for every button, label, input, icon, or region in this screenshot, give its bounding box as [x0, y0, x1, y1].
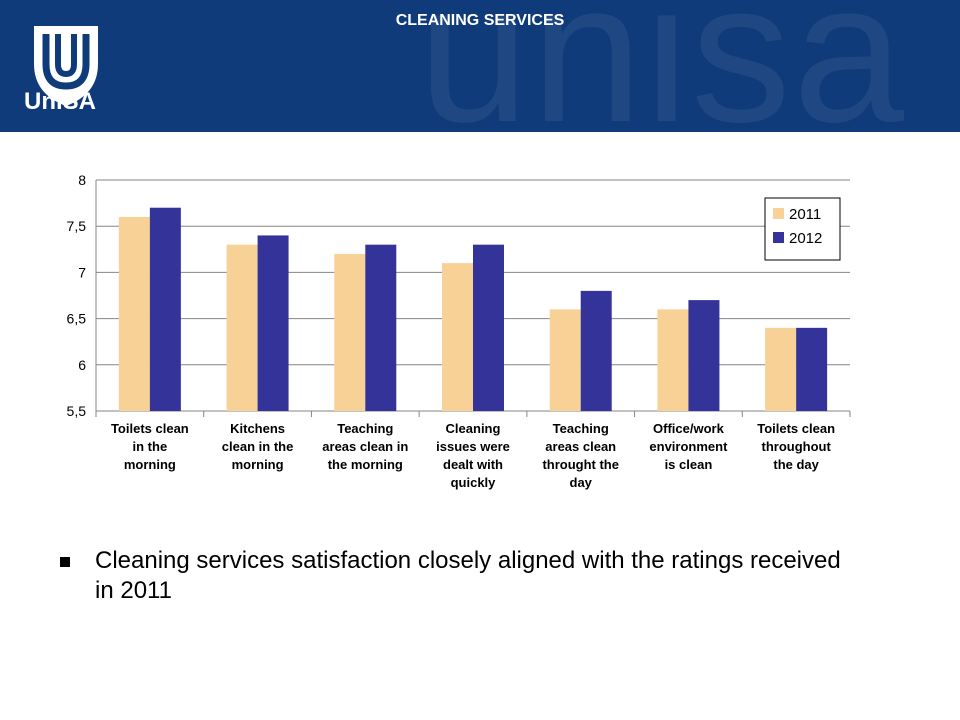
legend-swatch-2012	[773, 232, 784, 243]
bar-2012	[149, 207, 181, 411]
legend-swatch-2011	[773, 208, 784, 219]
x-category-label-line: Teaching	[337, 421, 393, 436]
x-category-label-line: dealt with	[443, 457, 503, 472]
bar-2011	[118, 216, 150, 411]
x-category-label-line: Toilets clean	[757, 421, 835, 436]
bullet-point: Cleaning services satisfaction closely a…	[60, 546, 860, 606]
x-category-label-line: throught the	[542, 457, 619, 472]
legend-label: 2011	[789, 206, 821, 223]
x-category-label: Office/work environment is clean	[649, 421, 728, 472]
x-category-label-line: throughout	[761, 439, 831, 454]
slide-title: CLEANING SERVICES	[395, 12, 565, 29]
bullet-square-icon	[60, 557, 70, 567]
x-category-label-line: Cleaning	[446, 421, 501, 436]
x-category-label-line: clean in the	[222, 439, 294, 454]
x-category-label: Teaching areas clean throught the day	[542, 421, 619, 490]
bar-2012	[796, 327, 828, 411]
bar-2012	[688, 300, 720, 411]
x-category-label-line: Office/work	[653, 421, 725, 436]
bar-2011	[226, 244, 258, 411]
x-category-label-line: Toilets clean	[111, 421, 189, 436]
watermark: unisa	[418, 0, 907, 132]
bar-2012	[257, 235, 289, 411]
bar-2011	[334, 253, 366, 411]
x-category-label: Toilets clean throughout the day	[757, 421, 835, 472]
x-category-label-line: morning	[124, 457, 176, 472]
x-category-label-line: the morning	[328, 457, 403, 472]
bar-2011	[442, 263, 473, 411]
x-category-label-line: morning	[232, 457, 284, 472]
x-category-label: Cleaning issues were dealt with quickly	[436, 421, 510, 490]
legend-label: 2012	[789, 230, 822, 247]
bar-2011	[549, 309, 581, 411]
x-category-label: Teaching areas clean in the morning	[322, 421, 408, 472]
x-category-label-line: is clean	[665, 457, 713, 472]
bar-2012	[473, 244, 504, 411]
y-tick-label: 7,5	[67, 218, 87, 234]
x-category-label-line: Teaching	[553, 421, 609, 436]
y-tick-label: 5,5	[67, 403, 87, 419]
x-category-label: Kitchens clean in the morning	[222, 421, 294, 472]
bar-2011	[765, 327, 797, 411]
x-category-label-line: quickly	[451, 475, 497, 490]
y-tick-label: 6	[78, 357, 86, 373]
x-category-label-line: environment	[649, 439, 728, 454]
x-category-label: Toilets clean in the morning	[111, 421, 189, 472]
y-tick-label: 8	[78, 172, 86, 188]
x-category-label-line: issues were	[436, 439, 510, 454]
bar-2012	[580, 290, 612, 411]
y-tick-label: 7	[78, 264, 86, 280]
x-category-label-line: the day	[773, 457, 819, 472]
header-banner: unisa UniSA CLEANING SERVICES	[0, 0, 960, 132]
x-category-label-line: areas clean in	[322, 439, 408, 454]
unisa-logo-icon	[34, 26, 98, 106]
bar-2012	[365, 244, 397, 411]
x-category-label-line: areas clean	[545, 439, 616, 454]
x-category-label-line: in the	[133, 439, 168, 454]
x-category-label-line: Kitchens	[230, 421, 285, 436]
y-tick-label: 6,5	[67, 311, 87, 327]
x-category-label-line: day	[570, 475, 593, 490]
bar-2011	[657, 309, 689, 411]
logo-text: UniSA	[24, 88, 96, 115]
bullet-text: Cleaning services satisfaction closely a…	[95, 547, 841, 604]
